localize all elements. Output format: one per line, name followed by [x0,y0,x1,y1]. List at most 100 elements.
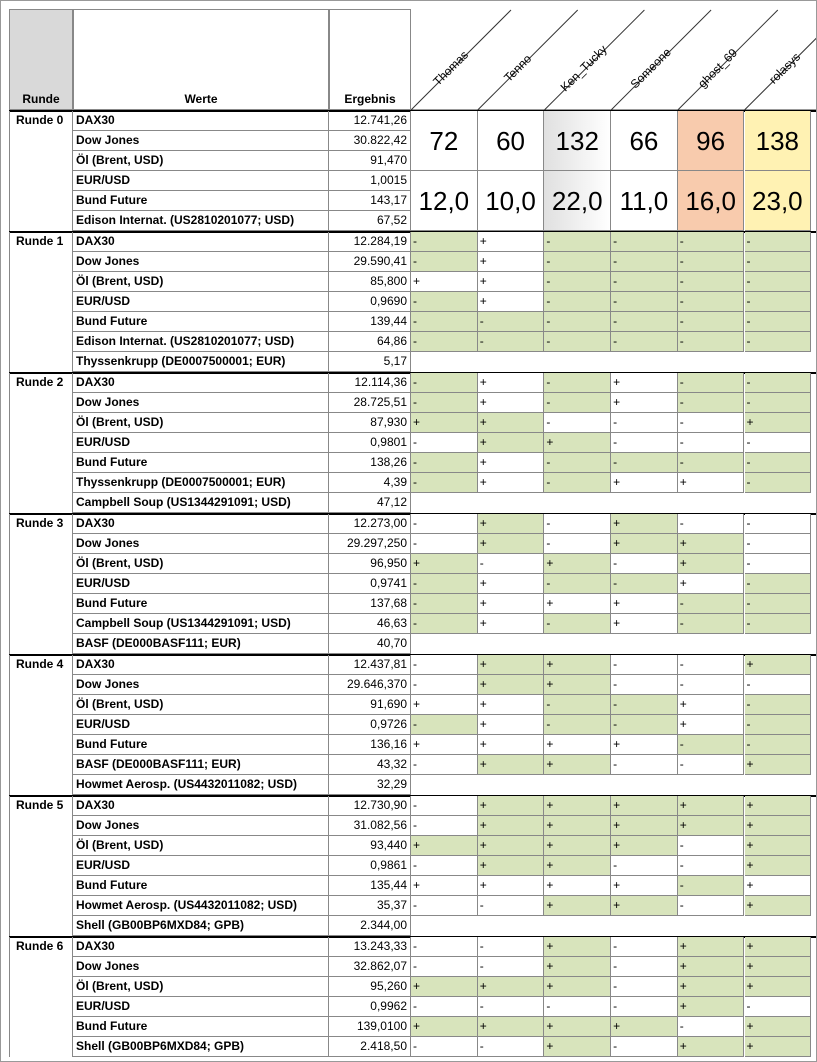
tip: + [677,473,745,493]
tip: + [611,836,678,856]
ergebnis: 96,950 [329,554,411,574]
tip: - [744,252,812,272]
tip: - [677,453,745,473]
ergebnis: 35,37 [329,896,411,916]
tip: - [544,373,612,393]
tip: - [611,977,678,997]
tip: - [744,292,812,312]
tip: + [744,755,812,775]
werte: Öl (Brent, USD) [73,695,329,715]
tip: + [677,715,745,735]
ergebnis: 13.243,33 [329,937,411,957]
tip: - [611,957,678,977]
werte: Dow Jones [73,131,329,151]
tip: - [544,614,612,634]
tip: + [544,876,612,896]
tip: + [611,896,678,916]
tip: - [744,373,812,393]
tip: - [677,614,745,634]
ergebnis: 137,68 [329,594,411,614]
tip: - [411,312,478,332]
werte: Öl (Brent, USD) [73,554,329,574]
tip: - [477,312,545,332]
ergebnis: 138,26 [329,453,411,473]
ergebnis: 64,86 [329,332,411,352]
tip: - [411,957,478,977]
tip: - [611,856,678,876]
ergebnis: 32,29 [329,775,411,795]
werte: EUR/USD [73,715,329,735]
score-points: 72 [411,111,478,171]
round-label: Runde 1 [9,232,73,372]
tip: + [544,896,612,916]
header-ergebnis: Ergebnis [329,9,411,110]
tip: - [677,413,745,433]
werte: Öl (Brent, USD) [73,151,329,171]
tip: - [744,393,812,413]
round-label: Runde 5 [9,796,73,936]
tip: - [611,755,678,775]
tip: - [411,574,478,594]
tip: - [544,413,612,433]
tip: - [411,433,478,453]
werte: Dow Jones [73,393,329,413]
tip: + [611,1017,678,1037]
tip: + [411,977,478,997]
tip: + [411,413,478,433]
tip: + [611,735,678,755]
diagonal [610,9,712,110]
ergebnis: 139,0100 [329,1017,411,1037]
score-points: 60 [477,111,545,171]
werte: BASF (DE000BASF111; EUR) [73,634,329,654]
score-points: 138 [744,111,812,171]
tip: - [544,473,612,493]
ergebnis: 0,9741 [329,574,411,594]
tip: - [411,675,478,695]
ergebnis: 12.741,26 [329,111,411,131]
ergebnis: 29.297,250 [329,534,411,554]
tip: - [477,937,545,957]
tip: - [477,896,545,916]
tip: - [677,836,745,856]
ergebnis: 29.646,370 [329,675,411,695]
ergebnis: 135,44 [329,876,411,896]
ergebnis: 12.284,19 [329,232,411,252]
tip: + [744,876,812,896]
tip: + [744,836,812,856]
tip: + [477,272,545,292]
tip: - [411,252,478,272]
ergebnis: 0,9861 [329,856,411,876]
tip: - [411,755,478,775]
tip: - [411,232,478,252]
tip: + [677,1037,745,1057]
tip: + [477,393,545,413]
tip: - [677,1017,745,1037]
header-diagonals [410,9,816,110]
werte: Dow Jones [73,534,329,554]
tip: + [744,655,812,675]
tip: + [477,755,545,775]
tip: - [677,594,745,614]
tip: + [677,957,745,977]
score-second: 16,0 [677,171,745,231]
tip: - [611,655,678,675]
tip: + [411,554,478,574]
tip: - [744,312,812,332]
ergebnis: 143,17 [329,191,411,211]
tip: + [611,534,678,554]
tip: - [411,332,478,352]
tip: - [744,594,812,614]
tip: - [544,997,612,1017]
werte: EUR/USD [73,433,329,453]
ergebnis: 95,260 [329,977,411,997]
tip: + [611,796,678,816]
tip: + [477,856,545,876]
tip: - [411,453,478,473]
tip: + [477,614,545,634]
werte: Bund Future [73,876,329,896]
tip: - [544,695,612,715]
tip: + [544,554,612,574]
werte: Bund Future [73,191,329,211]
werte: Dow Jones [73,816,329,836]
tip: + [544,433,612,453]
